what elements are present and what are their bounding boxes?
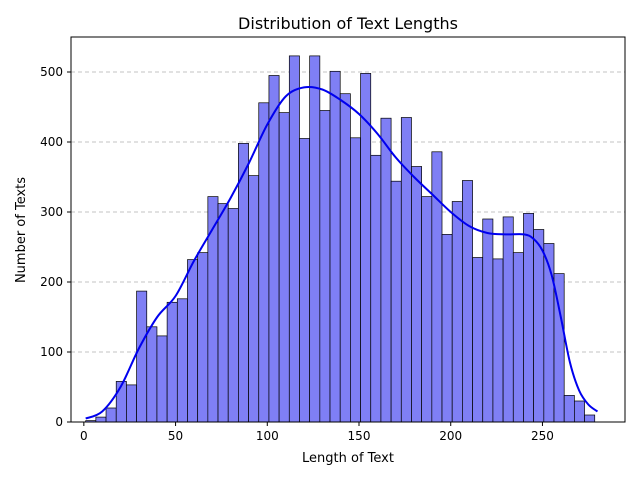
histogram-bar bbox=[238, 143, 249, 423]
histogram-bar bbox=[512, 252, 524, 423]
histogram-bar bbox=[400, 117, 412, 423]
histogram-bar bbox=[176, 298, 188, 423]
histogram-bar bbox=[411, 166, 423, 423]
plot-frame bbox=[70, 36, 626, 423]
x-tick-label: 150 bbox=[348, 429, 371, 443]
histogram-bar bbox=[502, 216, 514, 423]
histogram-bar bbox=[350, 137, 361, 423]
histogram-bar bbox=[95, 416, 107, 423]
histogram-bar bbox=[227, 208, 239, 423]
histogram-bar bbox=[207, 196, 219, 423]
histogram-bar bbox=[451, 201, 463, 423]
y-axis-label: Number of Texts bbox=[14, 177, 29, 283]
histogram-bar bbox=[380, 117, 392, 423]
kde-line bbox=[85, 85, 599, 420]
histogram-bar bbox=[523, 213, 534, 423]
histogram-bar bbox=[482, 218, 494, 423]
histogram-bar bbox=[156, 335, 168, 423]
histogram-bar bbox=[166, 301, 178, 423]
x-tick-label: 50 bbox=[168, 429, 183, 443]
histogram-bar bbox=[584, 414, 596, 423]
histogram-bar bbox=[299, 138, 311, 423]
y-tick-label: 400 bbox=[40, 135, 63, 149]
histogram-bar bbox=[462, 180, 473, 423]
x-axis-ticks: 0 50 100 150 200 250 bbox=[80, 422, 554, 443]
histogram-bar bbox=[390, 180, 402, 423]
kde-curve bbox=[85, 85, 599, 420]
histogram-bar bbox=[533, 229, 545, 423]
histogram-bar bbox=[543, 243, 555, 423]
histogram-bar bbox=[217, 203, 229, 423]
histogram-bar bbox=[309, 55, 321, 423]
histogram-bar bbox=[278, 112, 290, 423]
histogram-bar bbox=[146, 326, 158, 423]
histogram-bar bbox=[574, 400, 585, 423]
histogram-bar bbox=[248, 175, 260, 423]
histogram-bar bbox=[197, 252, 209, 423]
histogram-bar bbox=[288, 55, 300, 423]
histogram-bar bbox=[472, 257, 484, 423]
histogram-bar bbox=[441, 234, 453, 423]
x-axis-label: Length of Text bbox=[302, 451, 394, 466]
x-tick-label: 0 bbox=[80, 429, 88, 443]
y-tick-label: 100 bbox=[40, 345, 63, 359]
histogram-bar bbox=[329, 70, 341, 423]
histogram-bar bbox=[431, 151, 443, 423]
histogram-bar bbox=[563, 395, 575, 423]
histogram-bar bbox=[421, 196, 433, 423]
chart-title: Distribution of Text Lengths bbox=[238, 14, 458, 33]
histogram-bar bbox=[370, 154, 382, 423]
histogram-bar bbox=[136, 290, 148, 423]
histogram-bar bbox=[105, 407, 117, 423]
histogram-bar bbox=[258, 102, 270, 423]
histogram-bar bbox=[339, 93, 351, 423]
x-tick-label: 200 bbox=[439, 429, 462, 443]
histogram-bar bbox=[187, 259, 199, 423]
x-tick-label: 100 bbox=[256, 429, 279, 443]
histogram-bar bbox=[319, 110, 331, 423]
y-axis-ticks: 0 100 200 300 400 500 bbox=[40, 65, 71, 429]
y-tick-label: 300 bbox=[40, 205, 63, 219]
y-tick-label: 500 bbox=[40, 65, 63, 79]
y-tick-label: 0 bbox=[55, 415, 63, 429]
histogram-bar bbox=[268, 75, 280, 423]
y-tick-label: 200 bbox=[40, 275, 63, 289]
histogram-bars bbox=[85, 55, 596, 423]
histogram-bar bbox=[492, 258, 504, 423]
histogram-bar bbox=[126, 384, 137, 423]
x-tick-label: 250 bbox=[531, 429, 554, 443]
